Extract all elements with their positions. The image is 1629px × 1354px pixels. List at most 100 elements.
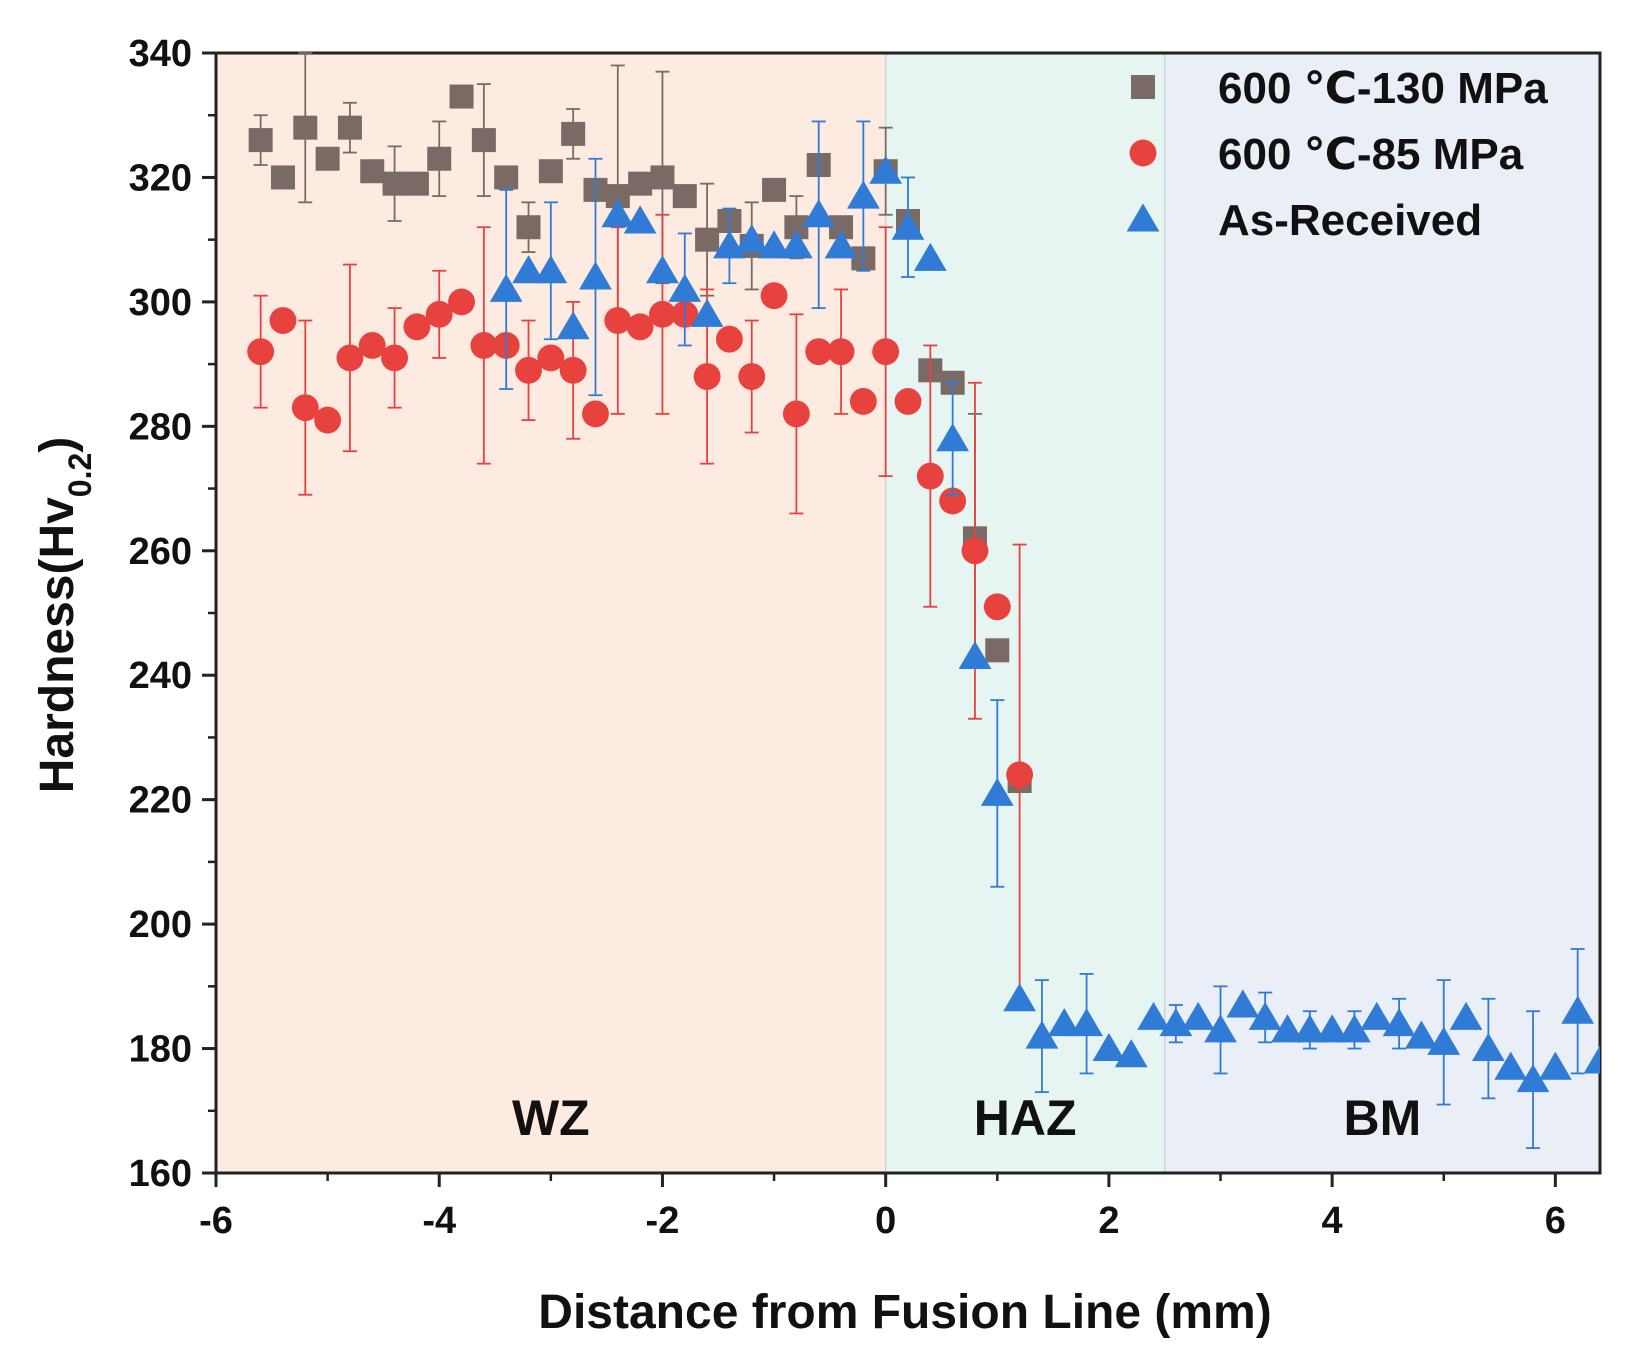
point-circle [559,356,587,384]
point-triangle [1003,983,1036,1012]
point-circle [448,288,475,316]
y-tick-label: 340 [129,33,192,75]
point-triangle [1338,1014,1371,1043]
point-triangle [891,211,925,240]
x-axis-title: Distance from Fusion Line (mm) [538,1286,1271,1339]
point-circle [760,282,788,310]
point-triangle [1047,1008,1081,1037]
region-label-bm: BM [1343,1090,1421,1146]
point-triangle [534,255,568,284]
point-triangle [1472,1032,1505,1062]
point-square [293,115,318,140]
point-triangle [1248,1001,1282,1030]
y-tick-label: 200 [129,904,192,946]
point-circle [693,363,721,390]
x-tick-label: 0 [875,1200,896,1242]
y-tick-label: 260 [129,531,192,573]
point-triangle [1271,1014,1304,1043]
point-triangle [1494,1051,1528,1080]
point-triangle [1315,1014,1349,1043]
point-circle [269,307,297,334]
point-triangle [1293,1014,1327,1043]
point-circle [916,462,944,490]
point-triangle [1181,1001,1215,1030]
point-circle [604,307,632,334]
region-bm [1164,53,1600,1173]
point-triangle [980,777,1014,806]
point-circle [983,593,1011,621]
point-square [248,128,273,153]
x-tick-label: 2 [1098,1200,1119,1242]
y-tick-label: 180 [129,1029,192,1071]
point-circle [515,356,542,384]
point-triangle [869,155,903,184]
point-triangle [489,273,523,302]
region-haz [885,53,1165,1173]
point-circle [1006,761,1034,789]
point-circle [314,406,342,434]
y-axis-title-main: Hardness(Hv [31,497,84,793]
point-triangle [1360,1001,1394,1030]
point-triangle [846,180,880,209]
x-tick-label: -2 [646,1200,680,1242]
x-tick-label: -6 [199,1200,233,1242]
point-triangle [623,205,657,234]
point-triangle [646,255,679,284]
legend-label: 600 ℃-130 MPa [1218,64,1548,113]
point-triangle [1025,1020,1059,1049]
point-square [471,128,496,153]
y-tick-label: 280 [129,406,192,448]
point-circle [470,332,498,359]
point-triangle [780,230,813,259]
point-triangle [1226,989,1260,1018]
point-circle [649,300,676,328]
point-triangle [1204,1014,1237,1043]
point-triangle [1583,1045,1600,1074]
point-circle [961,537,989,565]
point-triangle [1516,1064,1550,1093]
point-circle [805,338,833,366]
point-square [315,146,340,171]
x-tick-label: 4 [1322,1200,1343,1242]
legend-marker-triangle [1126,203,1160,232]
point-circle [336,344,364,372]
point-triangle [913,242,947,271]
point-square [762,177,787,202]
point-circle [626,313,654,341]
point-triangle [668,273,702,302]
legend-label: As-Received [1218,196,1482,245]
point-square [628,171,653,196]
point-square [427,146,452,171]
series-1 [247,213,1034,1006]
y-tick-label: 160 [129,1153,192,1195]
point-circle [849,388,877,415]
point-triangle [556,311,590,340]
point-triangle [936,423,970,452]
point-square [270,165,295,190]
point-circle [381,344,409,372]
point-triangle [1382,1008,1416,1037]
point-triangle [1137,1001,1170,1030]
region-label-haz: HAZ [974,1090,1077,1146]
point-triangle [1070,1008,1103,1037]
y-tick-label: 220 [129,780,192,822]
point-triangle [601,199,635,228]
point-circle [827,338,855,366]
y-tick-label: 240 [129,655,192,697]
point-triangle [1405,1020,1438,1049]
point-circle [291,394,319,422]
data-series [247,52,1600,1150]
point-square [695,227,720,252]
x-tick-label: -4 [422,1200,456,1242]
point-triangle [757,230,791,259]
point-triangle [512,255,545,284]
point-triangle [1427,1026,1461,1055]
point-triangle [735,224,769,253]
point-circle [738,363,766,390]
axis-ticks: -6 -4 -2 0 2 4 6 160 180 200 220 240 260 280 300 320 340 [129,33,1566,1242]
point-triangle [579,261,612,290]
point-square [561,121,586,146]
point-triangle [690,298,724,327]
point-circle [358,332,386,359]
